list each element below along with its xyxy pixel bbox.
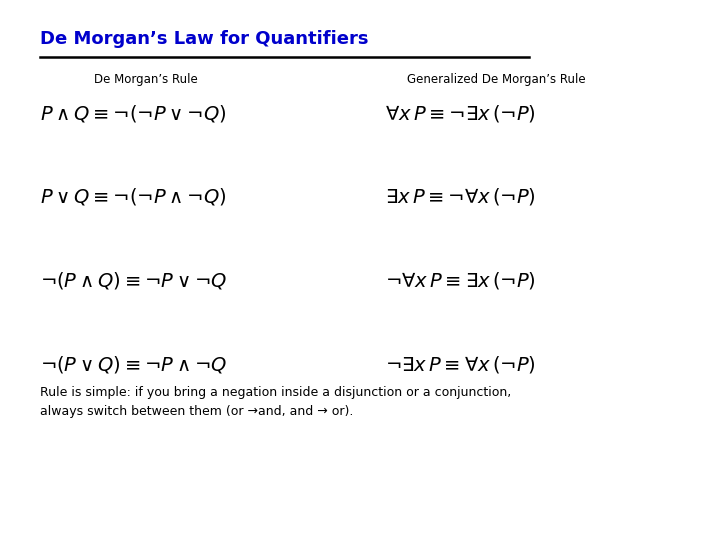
Text: $\forall x\, P \equiv \neg\exists x\,(\neg P)$: $\forall x\, P \equiv \neg\exists x\,(\n… <box>385 103 536 124</box>
Text: $\neg(P \wedge Q) \equiv \neg P \vee \neg Q$: $\neg(P \wedge Q) \equiv \neg P \vee \ne… <box>40 270 227 291</box>
Text: $\neg\forall x\, P \equiv \exists x\,(\neg P)$: $\neg\forall x\, P \equiv \exists x\,(\n… <box>385 270 536 291</box>
Text: $\exists x\, P \equiv \neg\forall x\,(\neg P)$: $\exists x\, P \equiv \neg\forall x\,(\n… <box>385 186 536 207</box>
Text: De Morgan’s Law for Quantifiers: De Morgan’s Law for Quantifiers <box>40 30 368 48</box>
Text: De Morgan’s Rule: De Morgan’s Rule <box>94 73 197 86</box>
Text: $\neg\exists x\, P \equiv \forall x\,(\neg P)$: $\neg\exists x\, P \equiv \forall x\,(\n… <box>385 354 536 375</box>
Text: Generalized De Morgan’s Rule: Generalized De Morgan’s Rule <box>407 73 585 86</box>
Text: $P \wedge Q \equiv \neg(\neg P \vee \neg Q)$: $P \wedge Q \equiv \neg(\neg P \vee \neg… <box>40 103 226 124</box>
Text: Rule is simple: if you bring a negation inside a disjunction or a conjunction,
a: Rule is simple: if you bring a negation … <box>40 386 511 418</box>
Text: $\neg(P \vee Q) \equiv \neg P \wedge \neg Q$: $\neg(P \vee Q) \equiv \neg P \wedge \ne… <box>40 354 227 375</box>
Text: $P \vee Q \equiv \neg(\neg P \wedge \neg Q)$: $P \vee Q \equiv \neg(\neg P \wedge \neg… <box>40 186 226 207</box>
